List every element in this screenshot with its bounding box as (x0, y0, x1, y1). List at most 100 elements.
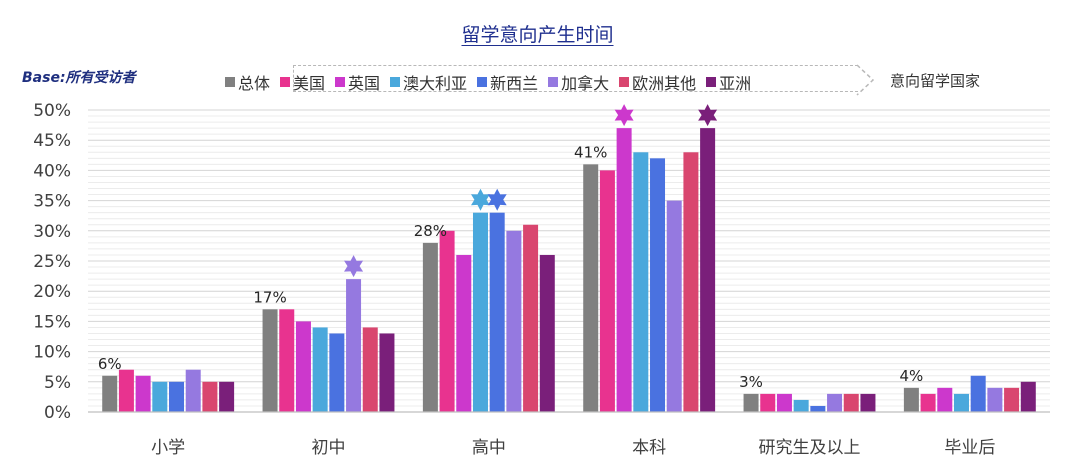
legend-swatch (280, 77, 291, 87)
bar (506, 230, 522, 412)
legend-item: 澳大利亚 (390, 70, 467, 94)
star-marker-icon (698, 104, 718, 127)
star-marker-icon (614, 104, 634, 127)
bar (279, 309, 295, 412)
bar (903, 387, 919, 412)
data-label: 17% (253, 288, 286, 306)
x-tick-label: 小学 (151, 438, 185, 458)
bar (583, 164, 599, 412)
chart-title: 留学意向产生时间 (461, 24, 614, 46)
legend-arrow-icon (856, 64, 875, 96)
bar (987, 387, 1003, 412)
legend-swatch (335, 77, 346, 87)
bar (439, 230, 455, 412)
bar (379, 333, 395, 412)
bar (793, 399, 809, 412)
bar (152, 381, 168, 412)
legend-item: 加拿大 (548, 70, 609, 94)
legend-label: 总体 (238, 74, 271, 93)
legend-item: 美国 (280, 70, 325, 94)
bar (346, 279, 362, 412)
bar (135, 375, 151, 412)
bar (743, 393, 759, 412)
y-tick-label: 15% (33, 312, 71, 332)
bar (616, 128, 632, 412)
legend-swatch (548, 77, 559, 87)
base-note: Base:所有受访者 (22, 70, 136, 86)
y-tick-label: 40% (33, 161, 71, 181)
bar (185, 369, 201, 412)
star-marker-icon (487, 188, 507, 211)
bar (312, 327, 328, 412)
x-tick-label: 毕业后 (944, 438, 995, 458)
x-tick-label: 本科 (632, 438, 666, 458)
legend-swatch (706, 77, 717, 87)
bar (633, 152, 649, 412)
bar (953, 393, 969, 412)
legend-label: 欧洲其他 (632, 74, 697, 93)
y-tick-label: 35% (33, 192, 71, 212)
bar (1004, 387, 1020, 412)
legend-item: 亚洲 (706, 70, 751, 94)
legend-note: 意向留学国家 (890, 72, 981, 90)
y-tick-label: 0% (44, 403, 71, 423)
bar (937, 387, 953, 412)
bar (827, 393, 843, 412)
legend-label: 加拿大 (561, 74, 610, 93)
bar (329, 333, 345, 412)
bar (970, 375, 986, 412)
bar (700, 128, 716, 412)
legend-swatch (390, 77, 401, 87)
star-marker-icon (344, 255, 364, 278)
y-tick-label: 10% (33, 343, 71, 363)
bar (262, 309, 278, 412)
y-tick-label: 45% (33, 131, 71, 151)
bar (539, 254, 555, 412)
bar (760, 393, 776, 412)
legend-label: 亚洲 (719, 74, 752, 93)
bar (295, 321, 311, 412)
bar (422, 242, 438, 412)
legend-item: 英国 (335, 70, 380, 94)
data-label: 41% (574, 143, 607, 161)
bar (920, 393, 936, 412)
x-tick-label: 研究生及以上 (759, 438, 861, 458)
y-tick-label: 25% (33, 252, 71, 272)
bar (362, 327, 378, 412)
legend-item: 新西兰 (477, 70, 538, 94)
bar (1020, 381, 1036, 412)
bar (118, 369, 134, 412)
y-tick-label: 50% (33, 101, 71, 121)
legend-label: 澳大利亚 (403, 74, 468, 93)
bar (202, 381, 218, 412)
legend-item: 欧洲其他 (619, 70, 696, 94)
legend-label: 英国 (348, 74, 381, 93)
y-tick-label: 20% (33, 282, 71, 302)
legend-bracket (293, 65, 858, 92)
bar (599, 170, 615, 412)
bar (219, 381, 235, 412)
legend-swatch (619, 77, 630, 87)
y-tick-label: 30% (33, 222, 71, 242)
data-label: 6% (98, 355, 122, 373)
bar (472, 212, 488, 412)
data-label: 28% (414, 222, 447, 240)
x-tick-label: 初中 (312, 438, 346, 458)
bar (523, 224, 539, 412)
bar (860, 393, 876, 412)
legend-label: 美国 (293, 74, 326, 93)
legend-item: 总体 (225, 70, 270, 94)
bar (843, 393, 859, 412)
data-label: 4% (899, 367, 923, 385)
star-marker-icon (471, 188, 490, 211)
y-tick-label: 5% (44, 373, 71, 393)
bar (650, 158, 666, 412)
bar (666, 200, 682, 412)
legend-swatch (477, 77, 488, 87)
bar (102, 375, 118, 412)
legend: 总体 美国 英国 澳大利亚 新西兰 加拿大 欧洲其他 亚洲 (225, 70, 751, 94)
legend-swatch (225, 77, 235, 87)
legend-label: 新西兰 (490, 74, 539, 93)
bar (810, 405, 826, 412)
